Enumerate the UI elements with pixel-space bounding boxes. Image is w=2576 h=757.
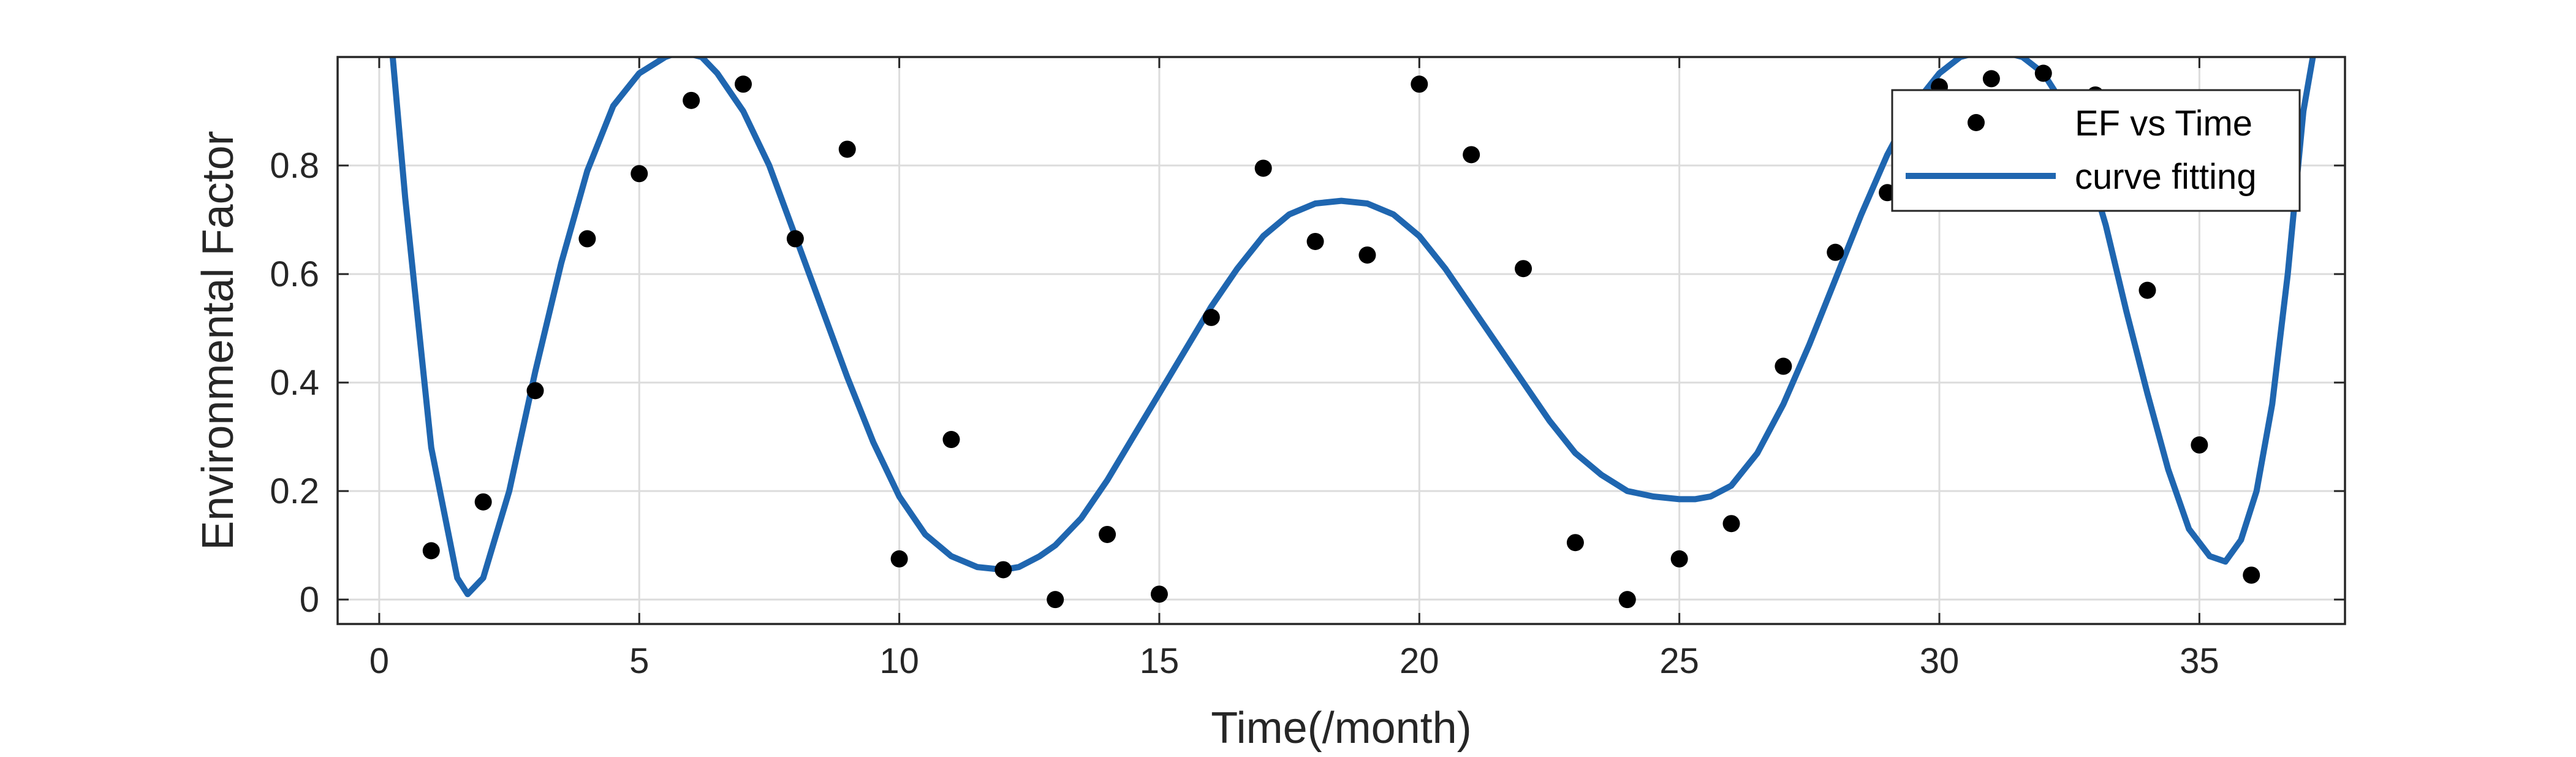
y-tick-label: 0.8 xyxy=(270,146,319,186)
x-tick-label: 5 xyxy=(629,641,649,681)
data-point xyxy=(1358,246,1376,264)
data-point xyxy=(2034,64,2052,82)
data-point xyxy=(786,230,804,248)
data-point xyxy=(1150,585,1168,603)
data-point xyxy=(474,493,492,511)
data-point xyxy=(683,91,700,109)
x-axis-label: Time(/month) xyxy=(1211,704,1471,753)
y-tick-label: 0.4 xyxy=(270,363,319,403)
axes-box xyxy=(336,56,2346,625)
data-point xyxy=(838,140,856,158)
x-tick-label: 30 xyxy=(1920,641,1960,681)
y-tick-label: 0 xyxy=(300,580,319,620)
axes xyxy=(336,56,2346,625)
x-tick-label: 10 xyxy=(879,641,919,681)
data-point xyxy=(1982,70,2000,88)
legend: EF vs Time curve fitting xyxy=(1891,89,2301,212)
y-tick-labels: 0 0.2 0.4 0.6 0.8 xyxy=(270,146,319,620)
data-point xyxy=(526,382,544,400)
x-tick-label: 15 xyxy=(1140,641,1180,681)
y-axis-label: Environmental Factor xyxy=(194,131,243,550)
data-point xyxy=(1515,260,1532,278)
legend-marker-points xyxy=(1968,114,1985,131)
data-point xyxy=(994,561,1012,579)
legend-label-points: EF vs Time xyxy=(2075,104,2252,143)
data-point xyxy=(2138,281,2156,299)
data-point xyxy=(1566,534,1584,552)
data-point xyxy=(1618,591,1636,609)
data-point xyxy=(1254,159,1272,177)
data-point xyxy=(631,165,648,183)
data-point xyxy=(1099,525,1116,543)
data-point xyxy=(1463,146,1480,164)
data-point xyxy=(1202,308,1220,326)
x-tick-labels: 0 5 10 15 20 25 30 35 xyxy=(369,641,2219,681)
data-point xyxy=(1047,591,1064,609)
data-point xyxy=(1827,243,1844,261)
data-point xyxy=(2191,436,2208,454)
data-point xyxy=(1775,357,1792,375)
data-point xyxy=(2243,566,2260,584)
data-point xyxy=(1306,232,1324,250)
data-point xyxy=(890,550,908,568)
legend-label-curve: curve fitting xyxy=(2075,157,2257,197)
data-point xyxy=(942,431,960,449)
x-tick-label: 20 xyxy=(1400,641,1439,681)
y-tick-label: 0.2 xyxy=(270,471,319,511)
data-point xyxy=(1411,75,1428,93)
x-tick-label: 0 xyxy=(369,641,389,681)
x-tick-label: 25 xyxy=(1659,641,1699,681)
data-point xyxy=(1670,550,1688,568)
y-tick-label: 0.6 xyxy=(270,254,319,294)
x-tick-label: 35 xyxy=(2180,641,2219,681)
data-point xyxy=(1722,515,1740,533)
data-points xyxy=(422,64,2260,609)
data-point xyxy=(422,542,440,560)
data-point xyxy=(734,75,752,93)
legend-box xyxy=(1891,89,2301,212)
data-point xyxy=(578,230,596,248)
